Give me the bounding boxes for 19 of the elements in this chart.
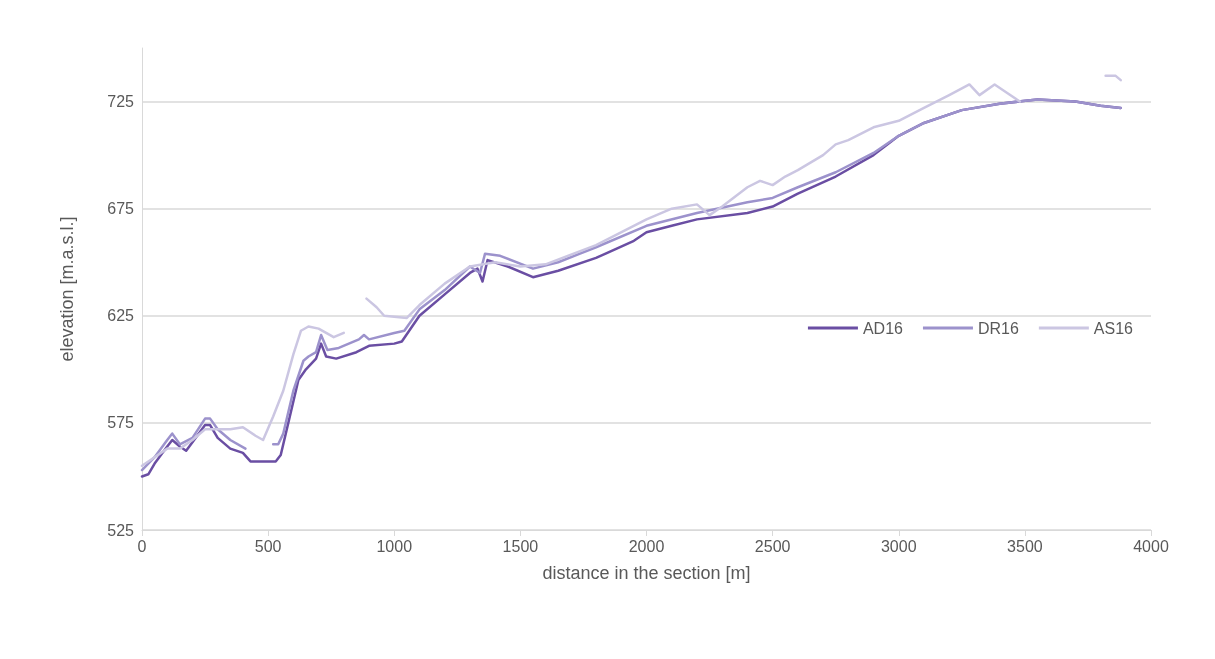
legend-label: AD16 bbox=[862, 319, 904, 337]
x-tick-label: 4000 bbox=[1133, 537, 1169, 555]
x-tick-label: 2500 bbox=[754, 537, 791, 555]
x-tick-label: 2000 bbox=[628, 537, 665, 555]
y-tick-label: 575 bbox=[107, 414, 135, 432]
x-tick-label: 1500 bbox=[502, 537, 539, 555]
legend-label: AS16 bbox=[1093, 319, 1134, 337]
y-tick-label: 675 bbox=[107, 200, 135, 218]
y-axis-title: elevation [m.a.s.l.] bbox=[57, 216, 77, 362]
y-tick-label: 525 bbox=[107, 521, 135, 539]
x-tick-label: 0 bbox=[137, 537, 147, 555]
x-axis-title: distance in the section [m] bbox=[542, 563, 751, 583]
x-tick-label: 500 bbox=[254, 537, 282, 555]
legend-label: DR16 bbox=[977, 319, 1019, 337]
y-tick-label: 725 bbox=[107, 93, 135, 111]
x-tick-label: 3500 bbox=[1007, 537, 1043, 555]
x-tick-label: 3000 bbox=[880, 537, 917, 555]
y-tick-label: 625 bbox=[107, 307, 135, 325]
x-tick-label: 1000 bbox=[376, 537, 413, 555]
